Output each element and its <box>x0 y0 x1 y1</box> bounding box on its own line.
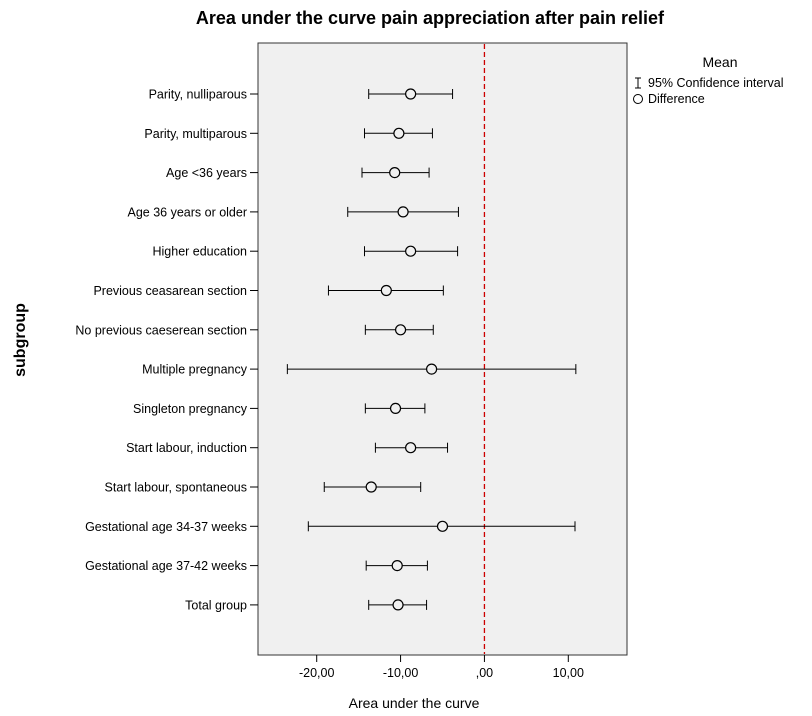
mean-point <box>394 324 407 336</box>
y-tick-label: Gestational age 37-42 weeks <box>85 559 247 573</box>
legend-title: Mean <box>702 54 738 70</box>
chart-title: Area under the curve pain appreciation a… <box>195 8 665 28</box>
x-axis-title: Area under the curve <box>349 695 480 711</box>
x-tick-label: -20,00 <box>299 666 334 680</box>
y-tick-label: Gestational age 34-37 weeks <box>85 520 247 534</box>
legend-entry-ci: 95% Confidence interval <box>632 75 812 91</box>
y-tick-label: Age <36 years <box>166 166 247 180</box>
mean-point <box>436 520 449 532</box>
y-tick-label: Parity, multiparous <box>144 127 247 141</box>
mean-point <box>405 245 417 257</box>
legend-label-ci: 95% Confidence interval <box>648 76 784 90</box>
mean-point <box>391 559 403 572</box>
mean-point <box>425 363 438 375</box>
legend-label-difference: Difference <box>648 92 705 106</box>
mean-point <box>392 599 404 611</box>
mean-point <box>389 167 401 179</box>
y-tick-label: Start labour, induction <box>126 441 247 455</box>
mean-point <box>389 402 402 414</box>
x-tick-label: -10,00 <box>383 666 418 680</box>
mean-point <box>393 127 405 139</box>
plot-area <box>257 42 628 656</box>
errorbar-icon <box>632 77 644 89</box>
y-tick-label: Parity, nulliparous <box>149 88 247 102</box>
y-tick-label: Age 36 years or older <box>127 205 247 219</box>
circle-icon <box>632 93 644 105</box>
y-tick-label: Singleton pregnancy <box>133 402 248 416</box>
mean-point <box>380 284 392 297</box>
y-tick-label: Total group <box>185 598 247 612</box>
x-tick-label: ,00 <box>476 666 493 680</box>
y-axis-title: subgroup <box>12 303 29 377</box>
legend-entry-difference: Difference <box>632 91 812 107</box>
y-tick-label: No previous caeserean section <box>75 323 247 337</box>
x-tick-label: 10,00 <box>553 666 584 680</box>
y-tick-label: Multiple pregnancy <box>142 363 248 377</box>
mean-point <box>405 442 417 454</box>
y-tick-label: Start labour, spontaneous <box>105 481 247 495</box>
y-tick-label: Previous ceasarean section <box>93 284 247 298</box>
mean-point <box>365 481 377 493</box>
y-tick-label: Higher education <box>152 245 247 259</box>
legend: Mean 95% Confidence interval Difference <box>632 54 812 107</box>
mean-point <box>405 88 417 100</box>
mean-point <box>397 206 409 218</box>
